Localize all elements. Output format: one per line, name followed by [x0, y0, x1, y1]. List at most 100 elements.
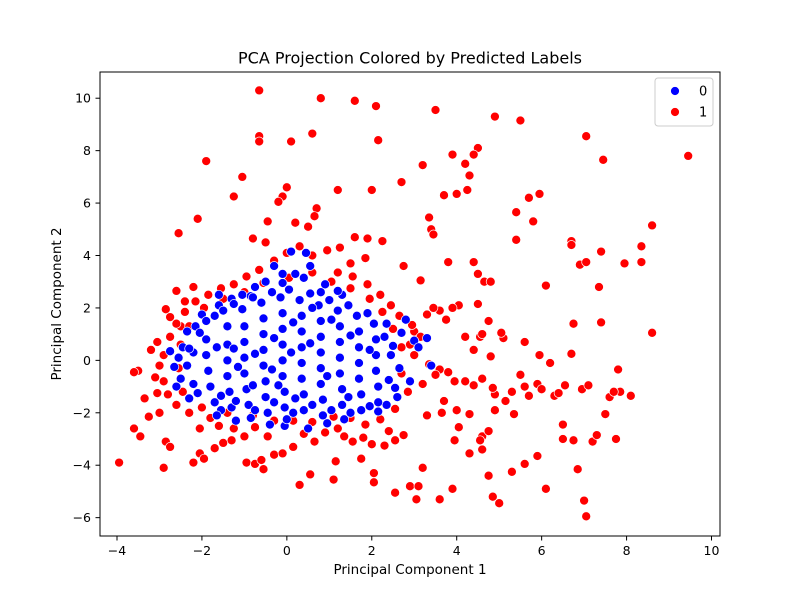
point-label-0-152 [248, 380, 258, 391]
point-label-0-103 [354, 373, 364, 384]
point-label-0-69 [277, 339, 288, 350]
point-label-0-43 [218, 305, 229, 316]
point-label-0-74 [281, 414, 292, 425]
point-label-0-94 [335, 352, 345, 363]
point-label-1-88 [114, 457, 124, 468]
point-label-1-155 [596, 317, 606, 328]
point-label-1-95 [209, 443, 220, 454]
point-label-1-206 [366, 439, 377, 450]
point-label-0-5 [315, 287, 326, 298]
point-label-1-278 [364, 293, 375, 304]
point-label-0-22 [373, 406, 384, 417]
point-label-1-69 [541, 280, 551, 291]
point-label-0-110 [373, 381, 384, 392]
point-label-0-159 [413, 342, 424, 353]
point-label-0-154 [211, 342, 222, 353]
point-label-0-129 [324, 295, 335, 305]
point-label-0-86 [315, 347, 326, 358]
point-label-1-39 [262, 216, 273, 227]
point-label-1-156 [613, 364, 623, 375]
point-label-1-11 [373, 135, 384, 146]
point-label-1-46 [528, 216, 539, 227]
y-tick-label-2: −2 [73, 405, 91, 420]
point-label-1-101 [256, 455, 267, 465]
point-label-1-223 [163, 389, 173, 400]
point-label-1-203 [390, 435, 400, 446]
point-label-0-153 [228, 343, 239, 354]
point-label-0-135 [209, 310, 220, 321]
point-label-1-186 [477, 373, 488, 384]
point-label-0-13 [381, 318, 392, 329]
point-label-1-116 [417, 462, 428, 473]
x-axis-label: Principal Component 1 [333, 562, 486, 578]
point-label-1-13 [683, 151, 694, 161]
point-label-1-242 [345, 258, 356, 269]
point-label-1-209 [339, 431, 350, 442]
point-label-0-120 [307, 400, 318, 410]
point-label-0-73 [279, 402, 290, 413]
point-label-1-197 [490, 405, 500, 416]
point-label-0-123 [364, 401, 375, 412]
point-label-1-49 [260, 237, 271, 248]
point-label-1-174 [428, 303, 439, 313]
point-label-1-187 [487, 383, 498, 393]
point-label-0-85 [315, 331, 326, 342]
point-label-0-122 [345, 407, 356, 418]
point-label-1-130 [579, 495, 589, 506]
point-label-1-3 [371, 101, 381, 111]
point-label-1-20 [417, 160, 428, 170]
point-label-1-248 [386, 300, 396, 311]
x-tick-label-5: 6 [538, 543, 546, 558]
point-label-1-110 [369, 468, 379, 478]
point-label-0-4 [298, 272, 309, 283]
point-label-1-201 [422, 410, 432, 421]
x-tick-label-6: 8 [623, 543, 631, 558]
point-label-1-17 [468, 149, 479, 160]
point-label-1-106 [305, 469, 316, 480]
point-label-1-233 [228, 279, 239, 290]
point-label-1-35 [192, 213, 203, 224]
point-label-1-18 [460, 158, 471, 169]
point-label-0-59 [258, 313, 269, 324]
point-label-1-117 [434, 494, 445, 505]
point-label-0-151 [267, 364, 277, 375]
point-label-1-8 [254, 136, 265, 147]
point-label-1-218 [214, 421, 224, 431]
point-label-1-44 [428, 229, 439, 240]
point-label-1-252 [409, 350, 420, 360]
point-label-1-25 [281, 182, 292, 193]
point-label-1-167 [460, 331, 471, 342]
point-label-1-243 [360, 253, 371, 263]
y-axis-label: Principal Component 2 [49, 227, 65, 380]
point-label-1-94 [199, 453, 209, 464]
point-label-0-132 [267, 287, 277, 298]
point-label-1-246 [362, 279, 373, 290]
legend-marker-0 [670, 86, 680, 96]
point-label-0-27 [231, 415, 241, 426]
chart-title: PCA Projection Colored by Predicted Labe… [238, 49, 582, 68]
point-label-0-48 [224, 386, 235, 397]
point-label-0-53 [239, 352, 250, 363]
point-label-0-8 [237, 289, 248, 300]
point-label-1-154 [568, 318, 579, 329]
point-label-1-250 [407, 320, 417, 330]
point-label-1-131 [581, 511, 592, 522]
point-label-0-168 [250, 282, 260, 292]
point-label-1-279 [377, 307, 388, 317]
point-label-1-133 [591, 430, 602, 440]
point-label-0-58 [256, 297, 267, 308]
point-label-0-42 [209, 397, 220, 408]
point-label-1-71 [188, 282, 199, 292]
point-label-1-98 [241, 457, 252, 468]
point-label-1-207 [358, 432, 369, 443]
point-label-1-135 [611, 434, 621, 444]
point-label-1-10 [307, 128, 318, 139]
point-label-1-74 [160, 304, 171, 315]
point-label-1-27 [332, 185, 343, 195]
point-label-0-95 [335, 368, 345, 379]
point-label-0-82 [298, 405, 309, 416]
point-label-1-171 [477, 329, 488, 339]
point-label-0-105 [356, 405, 367, 416]
y-tick-label-7: 8 [83, 143, 91, 158]
point-label-0-133 [248, 292, 258, 303]
